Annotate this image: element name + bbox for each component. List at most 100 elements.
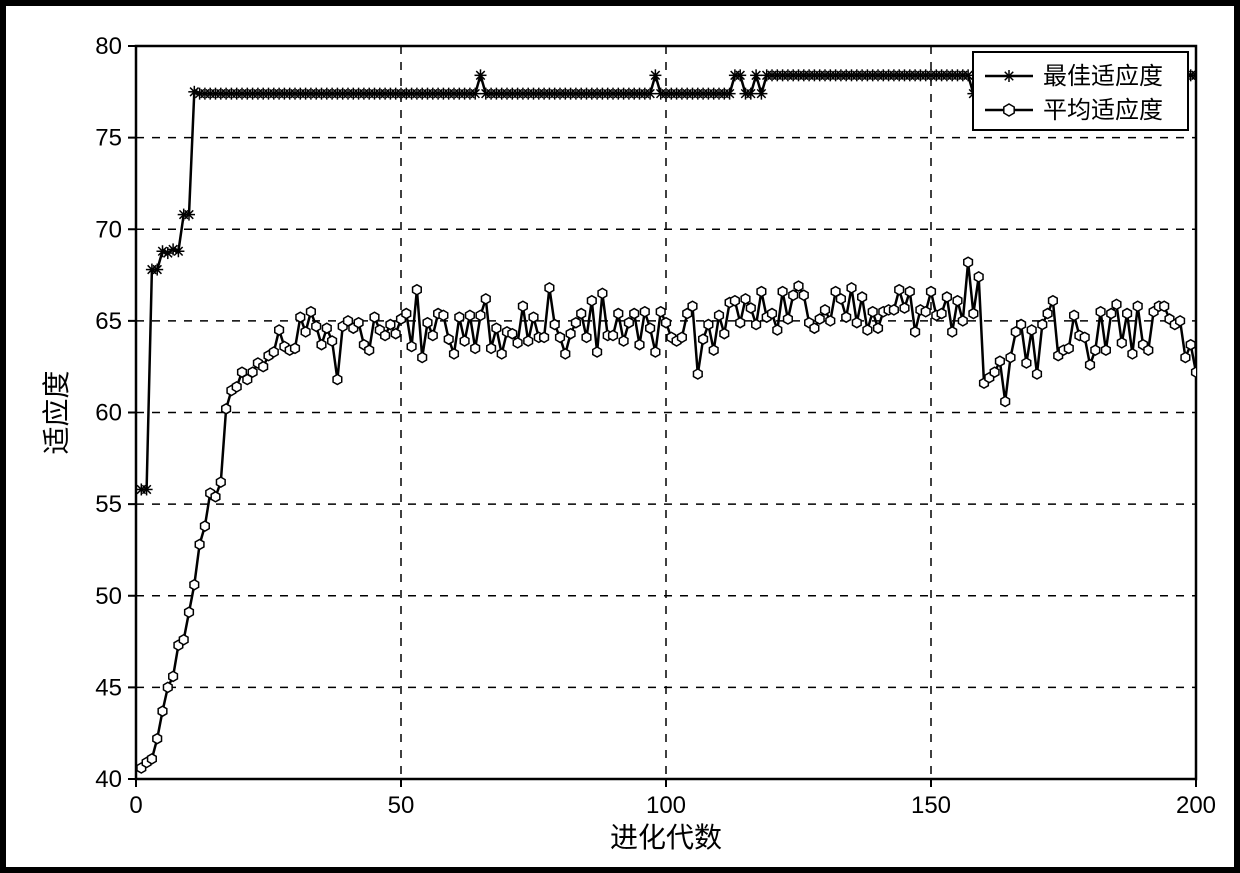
- marker: [720, 329, 729, 339]
- marker: [778, 287, 787, 297]
- marker: [1003, 70, 1015, 82]
- marker: [734, 69, 746, 81]
- marker: [312, 321, 321, 331]
- marker: [169, 671, 178, 681]
- marker: [821, 305, 830, 315]
- marker: [1027, 325, 1036, 335]
- marker: [163, 682, 172, 692]
- marker: [890, 305, 899, 315]
- marker: [964, 257, 973, 267]
- marker: [757, 287, 766, 297]
- marker: [450, 349, 459, 359]
- plot-area: 050100150200404550556065707580进化代数适应度最佳适…: [36, 26, 1204, 847]
- marker: [858, 292, 867, 302]
- marker: [179, 635, 188, 645]
- marker: [481, 294, 490, 304]
- xtick-label: 50: [388, 792, 415, 819]
- marker: [635, 340, 644, 350]
- marker: [232, 382, 241, 392]
- marker: [598, 288, 607, 298]
- marker: [1064, 343, 1073, 353]
- ytick-label: 65: [95, 308, 122, 335]
- marker: [439, 310, 448, 320]
- marker: [365, 345, 374, 355]
- marker: [688, 301, 697, 311]
- marker: [407, 342, 416, 352]
- marker: [704, 320, 713, 330]
- xtick-label: 0: [129, 792, 142, 819]
- marker: [644, 88, 656, 100]
- marker: [736, 318, 745, 328]
- marker: [471, 343, 480, 353]
- marker: [837, 294, 846, 304]
- marker: [1123, 309, 1132, 319]
- marker: [646, 323, 655, 333]
- marker: [1086, 360, 1095, 370]
- marker: [1186, 340, 1195, 350]
- marker: [656, 307, 665, 317]
- marker: [1001, 397, 1010, 407]
- marker: [1017, 320, 1026, 330]
- marker: [1070, 310, 1079, 320]
- marker: [969, 309, 978, 319]
- marker: [1049, 296, 1058, 306]
- marker: [307, 307, 316, 317]
- marker: [1190, 69, 1202, 81]
- marker: [151, 264, 163, 276]
- marker: [269, 347, 278, 357]
- marker: [222, 404, 231, 414]
- marker: [1004, 104, 1014, 116]
- marker: [927, 287, 936, 297]
- xtick-label: 200: [1176, 792, 1216, 819]
- marker: [469, 88, 481, 100]
- marker: [974, 272, 983, 282]
- marker: [587, 296, 596, 306]
- marker: [386, 320, 395, 330]
- marker: [755, 88, 767, 100]
- marker: [1091, 345, 1100, 355]
- marker: [1133, 301, 1142, 311]
- marker: [895, 285, 904, 295]
- marker: [768, 309, 777, 319]
- marker: [724, 88, 736, 100]
- marker: [492, 323, 501, 333]
- marker: [900, 303, 909, 313]
- marker: [662, 318, 671, 328]
- marker: [905, 287, 914, 297]
- marker: [508, 329, 517, 339]
- marker: [524, 336, 533, 346]
- marker: [248, 367, 257, 377]
- ytick-label: 40: [95, 766, 122, 793]
- marker: [1038, 320, 1047, 330]
- marker: [750, 69, 762, 81]
- marker: [513, 338, 522, 348]
- marker: [328, 336, 337, 346]
- marker: [381, 331, 390, 341]
- marker: [784, 314, 793, 324]
- marker: [619, 336, 628, 346]
- marker: [752, 320, 761, 330]
- marker: [444, 334, 453, 344]
- marker: [259, 362, 268, 372]
- marker: [455, 312, 464, 322]
- marker: [1144, 345, 1153, 355]
- marker: [561, 349, 570, 359]
- marker: [625, 318, 634, 328]
- marker: [572, 318, 581, 328]
- marker: [863, 325, 872, 335]
- marker: [911, 327, 920, 337]
- marker: [296, 312, 305, 322]
- marker: [519, 301, 528, 311]
- marker: [741, 294, 750, 304]
- marker: [1080, 332, 1089, 342]
- marker: [678, 332, 687, 342]
- xtick-label: 100: [646, 792, 686, 819]
- marker: [794, 281, 803, 291]
- marker: [291, 343, 300, 353]
- marker: [582, 332, 591, 342]
- marker: [842, 312, 851, 322]
- marker: [852, 318, 861, 328]
- marker: [158, 706, 167, 716]
- marker: [428, 331, 437, 341]
- marker: [948, 327, 957, 337]
